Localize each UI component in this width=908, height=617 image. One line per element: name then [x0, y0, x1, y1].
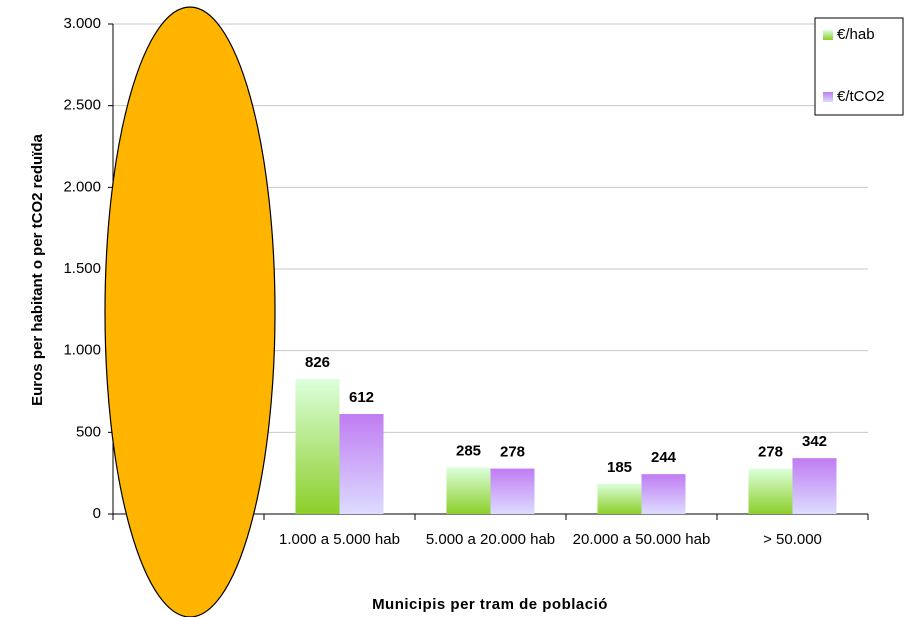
y-tick-label: 1.000 [63, 342, 101, 359]
bar [641, 474, 686, 514]
x-axis-title: Municipis per tram de població [372, 596, 608, 613]
x-tick-label: > 50.000 [763, 531, 822, 548]
value-label: 612 [349, 389, 374, 406]
legend-label: €/hab [837, 26, 875, 43]
value-label: 278 [500, 444, 525, 461]
bar [792, 458, 837, 514]
y-tick-label: 3.000 [63, 15, 101, 32]
x-tick-label: 20.000 a 50.000 hab [572, 531, 711, 548]
occluding-ellipse [104, 6, 276, 617]
bar [339, 414, 384, 514]
value-label: 826 [305, 354, 330, 371]
value-label: 185 [607, 459, 632, 476]
value-label: 342 [802, 433, 827, 450]
legend-label: €/tCO2 [837, 88, 885, 105]
legend-swatch [823, 92, 833, 102]
y-axis-title: Euros per habitant o per tCO2 reduïda [29, 133, 46, 405]
y-tick-label: 1.500 [63, 260, 101, 277]
value-label: 285 [456, 442, 481, 459]
x-tick-label: 5.000 a 20.000 hab [425, 531, 556, 548]
y-tick-label: 500 [76, 423, 101, 440]
value-label: 278 [758, 444, 783, 461]
legend-swatch [823, 30, 833, 40]
y-tick-label: 2.500 [63, 97, 101, 114]
bar [490, 468, 535, 514]
y-tick-label: 2.000 [63, 178, 101, 195]
x-tick-label: 1.000 a 5.000 hab [279, 531, 400, 548]
bar [446, 467, 491, 514]
value-label: 244 [651, 449, 677, 466]
bar [748, 468, 793, 514]
bar [597, 483, 642, 514]
y-tick-label: 0 [93, 505, 101, 522]
bar [295, 379, 340, 514]
